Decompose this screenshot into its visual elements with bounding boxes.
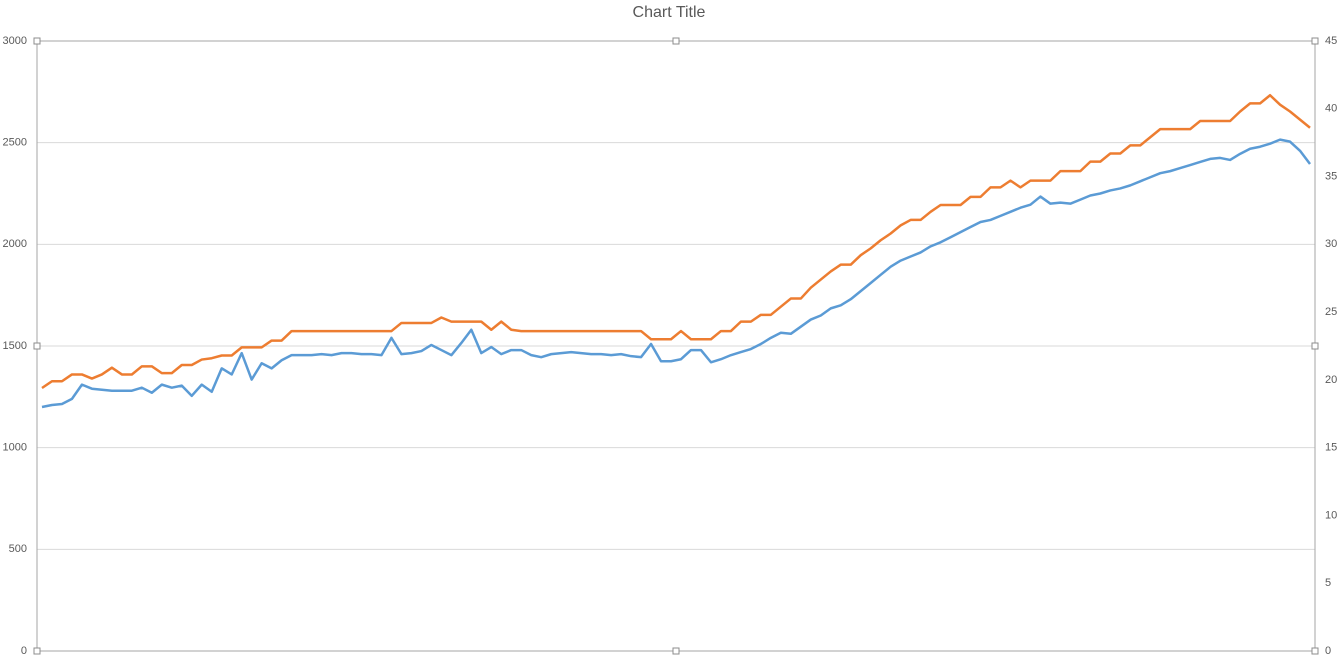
y2-tick-label: 5 (1325, 577, 1331, 589)
y2-tick-label: 20 (1325, 374, 1337, 386)
y2-tick-label: 45 (1325, 35, 1337, 47)
y2-tick-label: 10 (1325, 509, 1337, 521)
y2-tick-label: 25 (1325, 306, 1337, 318)
y2-tick-label: 35 (1325, 170, 1337, 182)
y2-tick-label: 15 (1325, 442, 1337, 454)
y-tick-label: 500 (9, 543, 27, 555)
chart-title: Chart Title (633, 4, 706, 21)
y-tick-label: 2500 (3, 137, 27, 149)
plot-area: 0 500 1000 1500 2000 2500 3000 0 5 10 15 20 25 30 35 40… (3, 35, 1338, 657)
data-line (41, 138, 1312, 409)
y-tick-label: 3000 (3, 35, 27, 47)
y2-tick-label: 40 (1325, 103, 1337, 115)
y2-tick-label: 0 (1325, 645, 1331, 657)
selection-handles (33, 37, 1319, 655)
y-tick-label: 1500 (3, 340, 27, 352)
y2-tick-label: 30 (1325, 238, 1337, 250)
y-tick-label: 2000 (3, 238, 27, 250)
y-tick-label: 0 (21, 645, 27, 657)
y-tick-label: 1000 (3, 442, 27, 454)
data-line (41, 93, 1311, 390)
